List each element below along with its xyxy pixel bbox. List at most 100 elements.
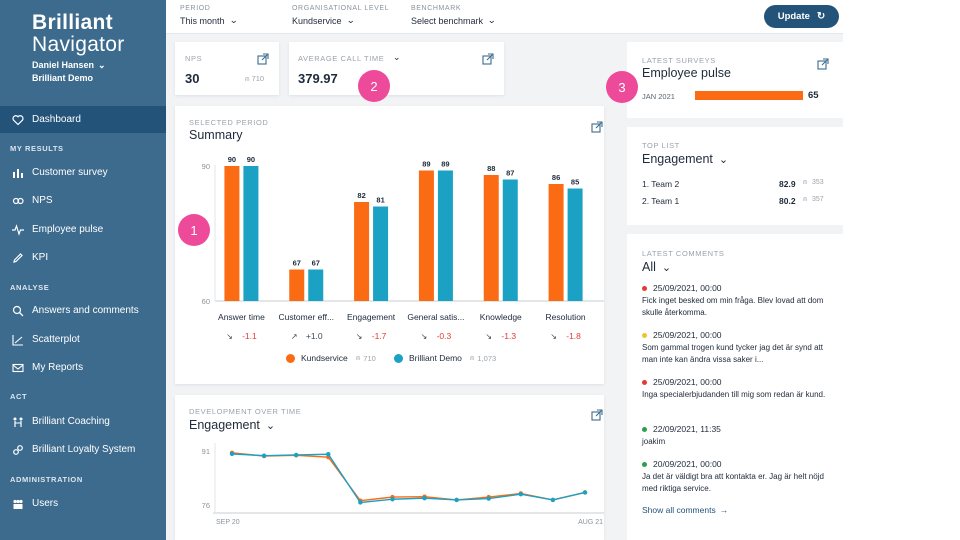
bar-value-label: 89 [441,160,449,169]
user-menu[interactable]: Daniel Hansen ⌄ [32,60,106,71]
latest-surveys-card[interactable]: LATEST SURVEYS Employee pulse JAN 2021 6… [627,42,843,118]
data-point [550,497,556,503]
bar-value-label: 67 [312,259,320,268]
data-point [518,492,524,497]
sidebar-item-nps[interactable]: NPS [0,187,166,214]
external-link-icon[interactable] [591,121,603,133]
chevron-down-icon: ⌄ [718,154,729,166]
engagement-line-chart: 91 76 SEP 20 AUG 21 [202,443,604,526]
pulse-icon [11,223,25,237]
show-all-comments-link[interactable]: Show all comments → [642,505,728,515]
external-link-icon[interactable] [817,58,829,70]
bar-value-label: 90 [228,155,236,164]
legend-label: Brilliant Demo [409,353,462,363]
chevron-down-icon: ⌄ [487,15,497,25]
comment-date: 20/09/2021, 00:00 [653,459,722,469]
comment-text: Ja det är väldigt bra att kontakta er. J… [642,472,824,493]
latest-comments-card: LATEST COMMENTS All ⌄ [627,234,843,540]
x-tick-label: AUG 21 [578,519,603,526]
bar [373,206,389,301]
filter-value: This month [180,15,225,26]
sidebar-item-dashboard[interactable]: Dashboard [0,106,166,133]
card-label: TOP LIST [642,141,680,150]
pencil-icon [11,251,25,265]
coaching-icon [11,415,25,429]
sidebar-item-label: Users [32,498,59,509]
call-time-card[interactable]: AVERAGE CALL TIME ⌄ 379.97 [289,42,504,95]
sidebar-item-answers-comments[interactable]: Answers and comments [0,297,166,324]
sidebar-item-employee-pulse[interactable]: Employee pulse [0,216,166,243]
delta-label: -1.8 [566,331,581,341]
comment-item[interactable]: 22/09/2021, 11:35 joakim [642,423,837,448]
chevron-down-icon: ⌄ [345,15,355,25]
sidebar-item-label: Brilliant Loyalty System [32,444,136,455]
bar [437,170,453,301]
legend-count: 1,073 [477,353,497,363]
comments-filter-value: All [642,260,656,274]
user-name: Daniel Hansen [32,60,95,70]
external-link-icon[interactable] [257,53,269,65]
legend-item-kundservice[interactable]: Kundservice ⍝ 710 [286,353,376,363]
external-link-icon[interactable] [591,409,603,421]
legend-item-brilliant-demo[interactable]: Brilliant Demo ⍝ 1,073 [394,353,496,363]
card-label: LATEST SURVEYS [642,56,716,65]
section-act: ACT [10,392,28,401]
sidebar-item-customer-survey[interactable]: Customer survey [0,159,166,186]
data-point [454,497,459,503]
heart-icon [11,113,25,127]
comment-item[interactable]: 25/09/2021, 00:00 Inga specialerbjudande… [642,376,837,401]
sidebar-item-label: Customer survey [32,167,108,178]
arrow-down-right-icon: ↘ [226,332,233,341]
x-tick-label: General satis... [407,312,464,322]
comment-item[interactable]: 20/09/2021, 00:00 Ja det är väldigt bra … [642,458,837,495]
update-label: Update [777,11,810,22]
arrow-up-right-icon: ↗ [291,332,298,341]
delta-label: -0.3 [437,331,452,341]
bar-value-label: 89 [422,160,430,169]
chevron-down-icon: ⌄ [228,15,238,25]
data-point [358,500,363,505]
section-my-results: MY RESULTS [10,144,64,153]
card-title[interactable]: Engagement ⌄ [189,418,275,432]
user-org: Brilliant Demo [32,73,94,83]
nps-card[interactable]: NPS 30 ⍝ 710 [175,42,279,95]
delta-label: -1.7 [372,331,387,341]
chevron-down-icon[interactable]: ⌄ [393,52,401,62]
bar-value-label: 88 [487,164,495,173]
x-tick-label: SEP 20 [216,519,240,526]
benchmark-filter[interactable]: BENCHMARK Select benchmark ⌄ [411,5,496,26]
brand-logo[interactable]: Brilliant Navigator [32,12,125,56]
arrow-down-right-icon: ↘ [485,332,492,341]
card-title[interactable]: Engagement ⌄ [642,152,728,166]
comment-date: 22/09/2021, 11:35 [653,424,721,434]
period-filter[interactable]: PERIOD This month ⌄ [180,5,238,26]
bar [354,202,370,301]
table-row[interactable]: 2. Team 1 80.2 ⍝ 357 [642,196,832,206]
refresh-icon: ↻ [816,11,826,22]
bar-value-label: 85 [571,178,579,187]
chevron-down-icon: ⌄ [661,262,672,274]
comment-date: 25/09/2021, 00:00 [653,330,722,340]
external-link-icon[interactable] [482,53,494,65]
y-tick-label: 60 [202,297,210,306]
update-button[interactable]: Update ↻ [764,5,839,28]
table-row[interactable]: 1. Team 2 82.9 ⍝ 353 [642,179,832,189]
person-icon: ⍝ [469,353,475,362]
sidebar-item-users[interactable]: Users [0,490,166,517]
delta-label: -1.3 [501,331,516,341]
sidebar-item-loyalty[interactable]: Brilliant Loyalty System [0,436,166,463]
sidebar-item-my-reports[interactable]: My Reports [0,354,166,381]
bar-value-label: 90 [247,155,255,164]
chevron-down-icon: ⌄ [98,60,106,70]
sidebar-item-kpi[interactable]: KPI [0,244,166,271]
filter-value: Select benchmark [411,15,484,26]
comments-filter[interactable]: All ⌄ [642,260,671,274]
x-tick-label: Resolution [545,312,585,322]
comment-item[interactable]: 25/09/2021, 00:00 Fick inget besked om m… [642,282,837,319]
org-level-filter[interactable]: ORGANISATIONAL LEVEL Kundservice ⌄ [292,5,389,26]
sidebar-item-coaching[interactable]: Brilliant Coaching [0,408,166,435]
sidebar-item-scatterplot[interactable]: Scatterplot [0,326,166,353]
page-margin [843,0,960,540]
comment-item[interactable]: 25/09/2021, 00:00 Som gammal trogen kund… [642,329,837,366]
comment-text: Inga specialerbjudanden till mig som red… [642,390,826,399]
